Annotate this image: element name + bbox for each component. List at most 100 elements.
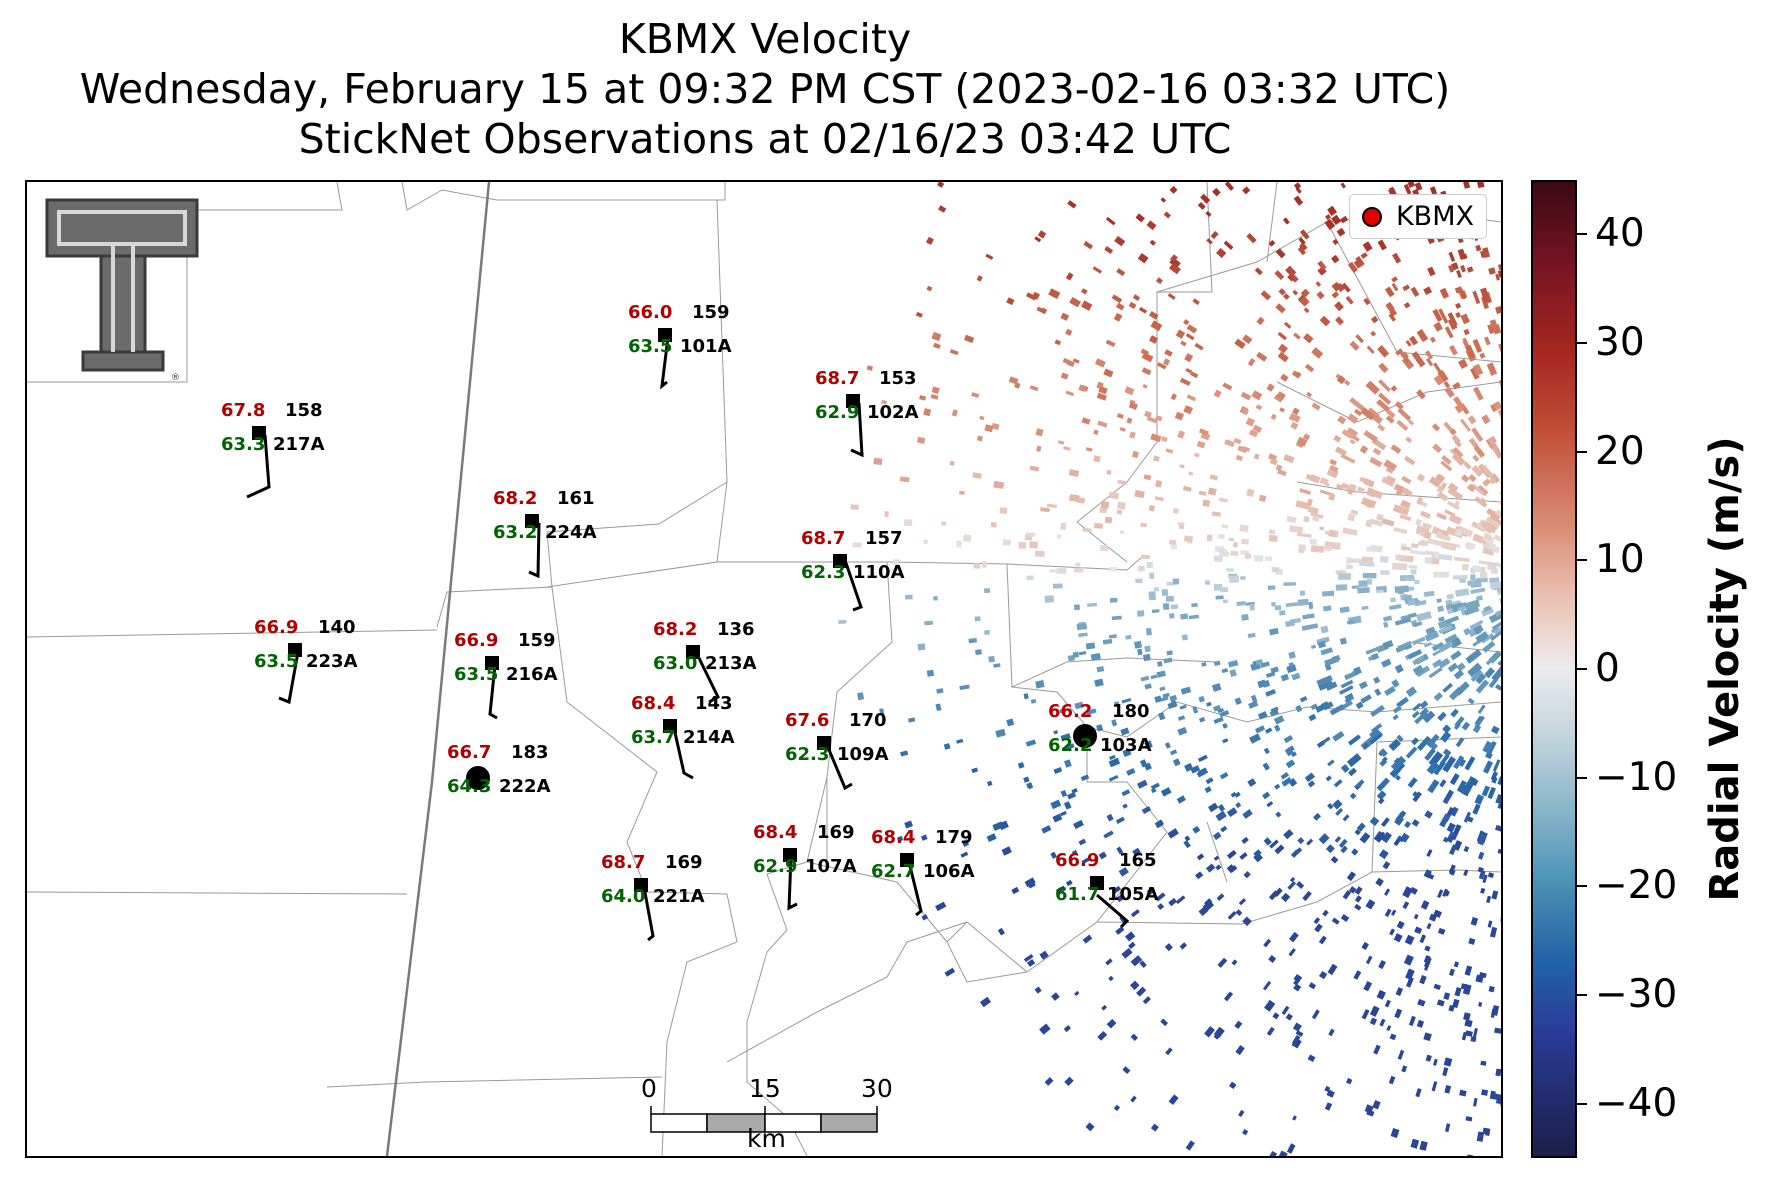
radar-gate <box>1112 885 1122 894</box>
radar-gate <box>961 839 970 847</box>
radar-gate <box>1169 613 1175 619</box>
radar-gate <box>1076 623 1088 631</box>
radar-gate <box>1485 657 1494 666</box>
radar-gate <box>850 504 859 510</box>
station-dewpoint: 62.7 <box>871 861 916 882</box>
radar-gate <box>1356 486 1366 495</box>
radar-gate <box>1072 651 1080 658</box>
station-wind-direction: 183 <box>511 742 549 763</box>
radar-gate <box>1340 453 1356 464</box>
radar-gate <box>1370 315 1379 324</box>
radar-gate <box>1355 779 1365 789</box>
radar-gate <box>1174 411 1184 421</box>
radar-gate <box>1316 740 1326 748</box>
radar-gate <box>1449 831 1456 838</box>
radar-gate <box>1376 777 1390 792</box>
colorbar-tick-mark <box>1577 233 1587 236</box>
radar-gate <box>1447 312 1458 327</box>
radar-gate <box>963 334 975 344</box>
radar-gate <box>1449 345 1458 356</box>
radar-gate <box>1054 339 1062 346</box>
radar-gate <box>1453 669 1465 680</box>
radar-gate <box>933 596 938 601</box>
radar-gate <box>1144 645 1151 653</box>
radar-gate <box>976 435 983 442</box>
radar-gate <box>1179 704 1187 710</box>
station-id: 213A <box>705 653 757 674</box>
radar-gate <box>993 480 1005 489</box>
station-wind-direction: 169 <box>665 852 703 873</box>
radar-gate <box>1389 766 1401 778</box>
radar-gate <box>1078 384 1087 393</box>
radar-gate <box>1060 312 1070 321</box>
radar-gate <box>1348 886 1357 894</box>
radar-gate <box>1213 716 1224 725</box>
radar-gate <box>1432 308 1443 322</box>
radar-gate <box>1213 1031 1222 1040</box>
colorbar-tick-label: 0 <box>1595 646 1620 691</box>
radar-gate <box>1416 328 1429 343</box>
radar-gate <box>1487 564 1495 571</box>
radar-gate <box>1383 615 1393 622</box>
radar-gate <box>1419 1140 1428 1151</box>
station-temperature: 66.2 <box>1048 701 1093 722</box>
radar-gate <box>1390 444 1402 454</box>
radar-gate <box>1321 736 1331 744</box>
radar-gate <box>1260 290 1272 301</box>
radar-gate <box>1165 448 1174 454</box>
radar-gate <box>1063 801 1072 810</box>
radar-gate <box>1476 484 1489 497</box>
radar-gate <box>991 422 1000 431</box>
radar-gate <box>1412 655 1426 666</box>
radar-gate <box>1310 703 1319 710</box>
radar-gate <box>1285 759 1296 769</box>
radar-gate <box>1320 647 1333 656</box>
radar-gate <box>1437 711 1447 722</box>
radar-gate <box>1111 294 1123 304</box>
radar-gate <box>1083 241 1094 250</box>
radar-gate <box>1283 454 1295 464</box>
radar-gate <box>1023 776 1030 783</box>
radar-gate <box>1342 814 1350 822</box>
radar-gate <box>1306 838 1314 846</box>
radar-gate <box>1394 401 1404 411</box>
radar-gate <box>1222 738 1229 744</box>
radar-gate <box>1289 525 1304 534</box>
radar-gate <box>1491 626 1500 634</box>
radar-gate <box>1491 776 1498 784</box>
radar-gate <box>1125 931 1136 942</box>
radar-gate <box>1365 646 1379 655</box>
radar-gate <box>1482 740 1494 754</box>
radar-gate <box>1190 765 1201 774</box>
radar-gate <box>1093 429 1099 435</box>
radar-gate <box>1068 469 1080 477</box>
station-wind-direction: 153 <box>879 368 917 389</box>
station-dewpoint: 62.9 <box>815 402 860 423</box>
radar-gate <box>1119 530 1125 534</box>
radar-gate <box>1122 803 1128 809</box>
radar-gate <box>1292 1022 1302 1032</box>
radar-gate <box>1436 512 1447 521</box>
radar-gate <box>1283 734 1294 744</box>
radar-gate <box>1063 1025 1071 1033</box>
radar-gate <box>1432 443 1443 454</box>
radar-gate <box>1431 1081 1438 1092</box>
radar-gate <box>1153 587 1160 592</box>
station-dewpoint: 63.5 <box>454 664 499 685</box>
radar-gate <box>1353 408 1363 417</box>
radar-gate <box>1348 483 1357 492</box>
radar-gate <box>1029 385 1039 392</box>
radar-gate <box>1056 568 1067 574</box>
radar-gate <box>1136 986 1147 997</box>
radar-gate <box>1483 605 1492 612</box>
radar-gate <box>1274 605 1282 611</box>
radar-gate <box>1318 833 1330 845</box>
radar-gate <box>1483 541 1491 549</box>
radar-gate <box>1320 625 1329 634</box>
radar-gate <box>1410 543 1419 549</box>
radar-gate <box>1433 692 1443 702</box>
radar-gate <box>1148 311 1159 320</box>
radar-gate <box>1160 197 1167 203</box>
radar-gate <box>1479 352 1486 359</box>
radar-gate <box>1113 312 1123 322</box>
